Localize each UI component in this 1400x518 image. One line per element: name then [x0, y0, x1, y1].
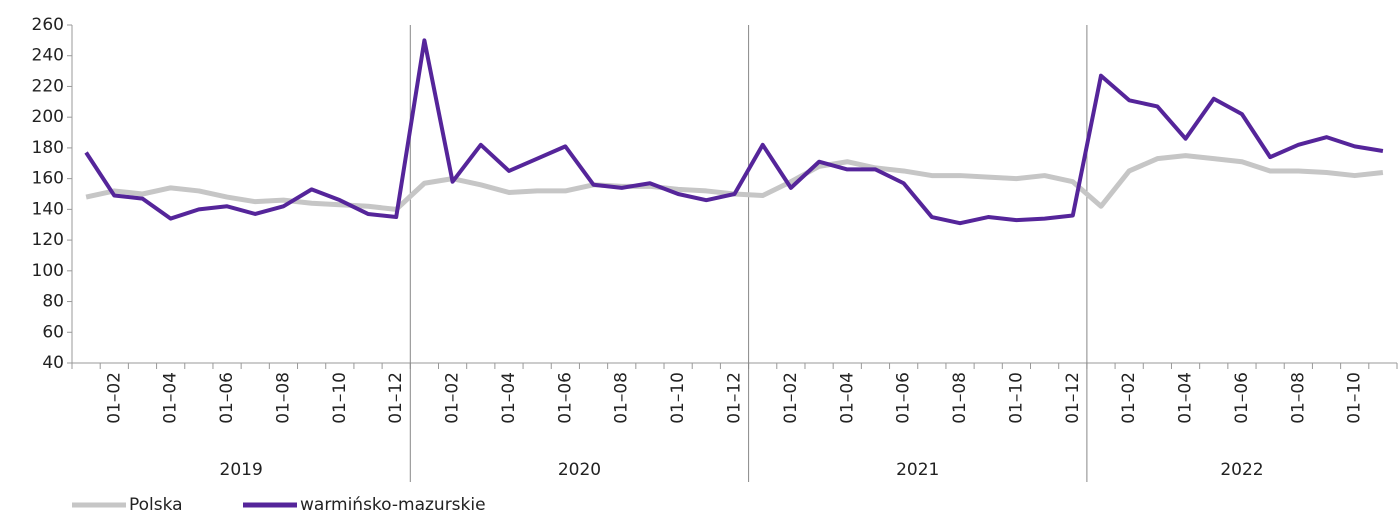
x-tick-label: 01–06	[1232, 372, 1252, 424]
x-tick-label: 01–04	[499, 372, 519, 424]
x-tick-label: 01–08	[1288, 372, 1308, 424]
y-tick-label: 40	[42, 353, 64, 373]
x-tick-label: 01–02	[781, 372, 801, 424]
x-tick-label: 01–10	[668, 372, 688, 424]
x-tick-label: 01–06	[555, 372, 575, 424]
group-label: 2021	[896, 460, 939, 480]
x-tick-label: 01–10	[1006, 372, 1026, 424]
x-tick-label: 01–12	[1063, 372, 1083, 424]
x-tick-label: 01–12	[386, 372, 406, 424]
y-tick-label: 220	[32, 76, 64, 96]
legend-label: warmińsko-mazurskie	[300, 495, 486, 515]
y-tick-label: 180	[32, 138, 64, 158]
x-tick-label: 01–02	[1119, 372, 1139, 424]
x-tick-label: 01–04	[161, 372, 181, 424]
y-tick-label: 200	[32, 107, 64, 127]
x-tick-label: 01–10	[330, 372, 350, 424]
x-tick-label: 01–02	[104, 372, 124, 424]
y-tick-label: 120	[32, 230, 64, 250]
y-tick-label: 160	[32, 169, 64, 189]
series-line	[84, 38, 1384, 226]
x-tick-label: 01–08	[612, 372, 632, 424]
x-tick-label: 01–06	[217, 372, 237, 424]
y-tick-label: 260	[32, 15, 64, 35]
x-tick-label: 01–10	[1345, 372, 1365, 424]
y-tick-label: 80	[42, 292, 64, 312]
x-tick-label: 01–08	[273, 372, 293, 424]
x-tick-label: 01–06	[894, 372, 914, 424]
x-tick-label: 01–02	[443, 372, 463, 424]
y-tick-label: 60	[42, 322, 64, 342]
legend-label: Polska	[129, 495, 183, 515]
x-tick-label: 01–08	[950, 372, 970, 424]
group-label: 2022	[1220, 460, 1263, 480]
y-tick-label: 100	[32, 261, 64, 281]
series-line	[85, 153, 1384, 212]
y-tick-label: 140	[32, 199, 64, 219]
group-label: 2020	[558, 460, 601, 480]
x-tick-label: 01–12	[725, 372, 745, 424]
x-tick-label: 01–04	[837, 372, 857, 424]
x-tick-label: 01–04	[1176, 372, 1196, 424]
group-label: 2019	[220, 460, 263, 480]
y-tick-label: 240	[32, 46, 64, 66]
